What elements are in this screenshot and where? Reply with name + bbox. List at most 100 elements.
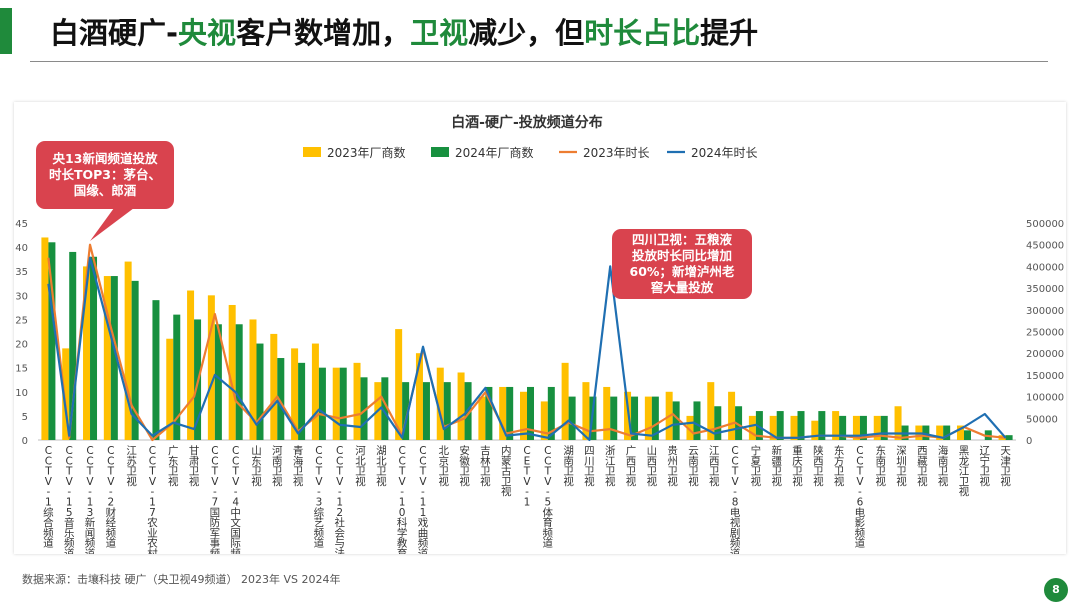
x-category-label: 湖南卫视 <box>563 445 574 488</box>
bar-2024-8 <box>214 324 222 440</box>
bar-2023-21 <box>478 396 486 440</box>
y-right-tick: 400000 <box>1026 262 1064 273</box>
x-category-label: 新疆卫视 <box>771 444 782 488</box>
bar-2023-6 <box>166 338 174 440</box>
bar-2023-26 <box>582 382 590 440</box>
bar-2023-29 <box>644 396 652 440</box>
callout-text-1: 60%；新增泸州老 <box>630 264 735 279</box>
bar-2024-15 <box>360 377 368 440</box>
x-category-label: 浙江卫视 <box>605 445 616 488</box>
x-category-label: 广西卫视 <box>626 445 637 488</box>
y-left-tick: 30 <box>15 291 28 302</box>
bar-2023-17 <box>395 329 403 440</box>
legend-swatch-0 <box>303 147 321 157</box>
page-number-badge: 8 <box>1044 578 1068 602</box>
y-left-tick: 5 <box>22 412 28 423</box>
bar-2023-33 <box>728 391 736 440</box>
bar-2024-6 <box>173 314 181 440</box>
x-category-label: C C T V -3 综艺频道 <box>314 445 325 550</box>
bar-2024-9 <box>235 324 243 440</box>
bar-2024-36 <box>797 411 805 440</box>
y-left-tick: 35 <box>15 267 28 278</box>
bar-2024-42 <box>922 425 930 440</box>
bar-2024-35 <box>776 411 784 440</box>
channel-distribution-chart: 白酒-硬广-投放频道分布 2023年厂商数 2024年厂商数 2023年时长 2024年… <box>15 114 1064 581</box>
bar-2024-30 <box>672 401 680 440</box>
x-category-label: 陕西卫视 <box>813 444 824 488</box>
x-category-label: 四川卫视 <box>584 445 595 488</box>
bar-2023-24 <box>540 401 548 440</box>
bar-2024-44 <box>963 430 971 440</box>
x-category-label: C C T V -1 综合频道 <box>43 445 54 550</box>
bar-2023-25 <box>561 362 569 440</box>
x-category-label: C E T V -1 <box>523 445 532 509</box>
legend-label-3: 2024年时长 <box>691 146 758 160</box>
x-category-label: C C T V -2 财经频道 <box>106 445 117 550</box>
bar-2024-34 <box>755 411 763 440</box>
y-right-tick: 150000 <box>1026 371 1064 382</box>
y-right-tick: 350000 <box>1026 284 1064 295</box>
x-category-label: 吉林卫视 <box>480 445 491 488</box>
bar-2023-15 <box>353 362 361 440</box>
bar-2024-19 <box>443 382 451 440</box>
x-category-label: 青海卫视 <box>293 444 304 488</box>
bar-2023-0 <box>41 237 49 440</box>
line-2024-duration <box>47 256 1007 442</box>
bar-2024-14 <box>339 367 347 440</box>
bar-2023-18 <box>415 353 423 440</box>
x-category-label: C C T V -1 3 新闻频道 <box>85 445 96 554</box>
bar-2024-28 <box>631 396 639 440</box>
bar-2023-14 <box>332 367 340 440</box>
bar-2024-37 <box>818 411 826 440</box>
legend-label-0: 2023年厂商数 <box>327 145 406 160</box>
y-right-tick: 0 <box>1026 436 1032 447</box>
x-category-label: 黑龙江卫视 <box>959 445 970 498</box>
x-category-label: 宁夏卫视 <box>751 444 762 488</box>
bar-2023-39 <box>852 415 860 440</box>
x-category-label: 天津卫视 <box>1000 445 1011 488</box>
bar-2024-3 <box>110 276 118 440</box>
y-right-tick: 500000 <box>1026 219 1064 230</box>
bar-2024-0 <box>48 242 56 440</box>
bar-2023-19 <box>436 367 444 440</box>
bar-2024-31 <box>693 401 701 440</box>
x-category-label: 西藏卫视 <box>917 445 928 488</box>
x-category-label: 河南卫视 <box>272 445 283 488</box>
y-left-tick: 45 <box>15 219 28 230</box>
callout-pointer-1 <box>589 264 612 265</box>
x-category-label: 河北卫视 <box>355 445 366 488</box>
bar-2023-34 <box>748 415 756 440</box>
bar-2023-4 <box>124 261 132 440</box>
title-part-4: 减少，但 <box>468 16 585 50</box>
bar-2024-22 <box>506 386 514 440</box>
x-category-label: 东南卫视 <box>875 444 886 488</box>
y-right-tick: 50000 <box>1026 414 1058 425</box>
bar-2023-35 <box>769 415 777 440</box>
legend-label-2: 2023年时长 <box>583 146 650 160</box>
bar-2024-23 <box>527 386 534 440</box>
y-right-tick: 250000 <box>1026 328 1064 339</box>
y-right-tick: 450000 <box>1026 241 1064 252</box>
callout-box-0 <box>36 141 174 209</box>
callout-pointer-0 <box>90 208 134 241</box>
bar-2024-40 <box>880 415 888 440</box>
bar-2023-38 <box>832 411 840 440</box>
bar-2024-21 <box>485 386 493 440</box>
bar-2024-5 <box>152 300 160 440</box>
bar-2023-11 <box>270 333 278 440</box>
bar-2023-20 <box>457 372 465 440</box>
bar-2023-12 <box>291 348 299 440</box>
callout-text-0: 央13新闻频道投放 <box>53 151 158 166</box>
bar-2023-43 <box>936 425 944 440</box>
bar-2024-43 <box>943 425 951 440</box>
x-category-label: 海南卫视 <box>938 444 949 488</box>
bar-2024-12 <box>298 362 306 440</box>
bar-2023-27 <box>603 386 611 440</box>
x-category-label: 甘肃卫视 <box>189 444 200 488</box>
chart-card: 白酒-硬广-投放频道分布 2023年厂商数 2024年厂商数 2023年时长 2024年… <box>14 102 1066 581</box>
bar-2024-27 <box>610 396 618 440</box>
callout-text-1: 投放时长同比增加 <box>632 248 732 263</box>
